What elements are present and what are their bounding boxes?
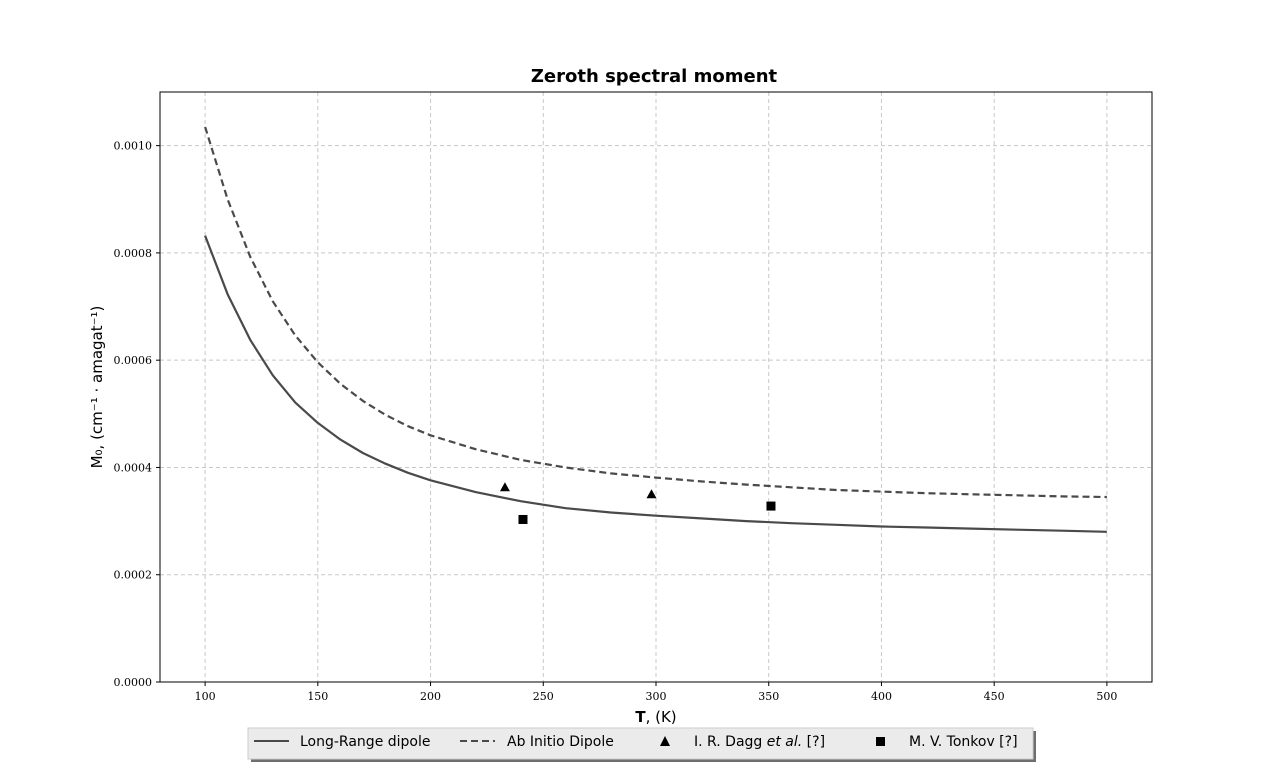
x-tick-label: 200: [420, 690, 441, 703]
x-tick-label: 500: [1096, 690, 1117, 703]
x-axis-label-bold: T: [635, 708, 646, 726]
x-tick-label: 300: [646, 690, 667, 703]
x-tick-label: 400: [871, 690, 892, 703]
y-tick-label: 0.0008: [114, 247, 153, 260]
x-tick-label: 350: [758, 690, 779, 703]
y-axis-label: M₀, (cm⁻¹ · amagat⁻¹): [88, 306, 106, 469]
legend-square-icon: [876, 737, 885, 746]
legend-label-tonkov: M. V. Tonkov [?]: [909, 734, 1018, 750]
legend-label-long-range: Long-Range dipole: [300, 734, 430, 750]
y-tick-label: 0.0002: [114, 569, 153, 582]
long-range-dipole-line: [204, 235, 1107, 533]
legend-triangle-icon: [660, 736, 670, 746]
y-tick-label: 0.0010: [114, 140, 153, 153]
legend-label-dagg-part: et al.: [767, 734, 802, 750]
tonkov-data-point: [766, 501, 776, 511]
ab-initio-dipole-line: [204, 126, 1107, 499]
legend-label-dagg: I. R. Dagg et al. [?]: [694, 734, 825, 750]
tonkov-data-point: [518, 514, 528, 524]
legend-label-dagg-part: [?]: [802, 734, 825, 750]
y-tick-label: 0.0006: [114, 354, 153, 367]
y-tick-label: 0.0004: [114, 461, 153, 474]
x-tick-label: 250: [533, 690, 554, 703]
x-tick-label: 150: [307, 690, 328, 703]
tick-labels: 100 150 200 250 300 350 400 450 500 0.0000 0.0002 0…: [114, 140, 1118, 703]
legend: Long-Range dipole Ab Initio Dipole I. R. D…: [247, 727, 1036, 762]
x-axis-label-rest: , (K): [646, 708, 677, 726]
y-tick-label: 0.0000: [114, 676, 153, 689]
grid: [160, 92, 1152, 683]
chart-title: Zeroth spectral moment: [531, 66, 778, 87]
legend-label-dagg-part: I. R. Dagg: [694, 734, 767, 750]
dagg-data-point: [499, 482, 510, 492]
legend-box: [247, 727, 1034, 760]
x-axis-label: T, (K): [635, 708, 676, 726]
x-tick-label: 100: [195, 690, 216, 703]
dagg-data-point: [646, 489, 657, 499]
x-tick-label: 450: [984, 690, 1005, 703]
legend-label-ab-initio: Ab Initio Dipole: [507, 734, 614, 750]
plot-series: [204, 126, 1107, 533]
